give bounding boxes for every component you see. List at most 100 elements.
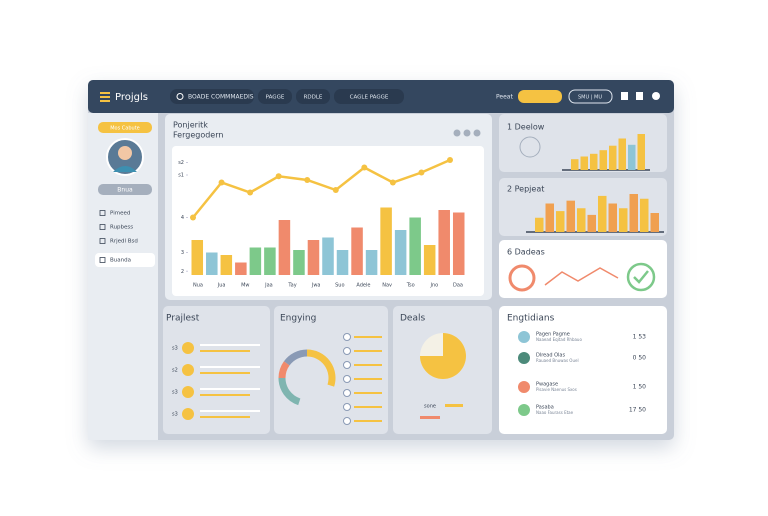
card xyxy=(499,240,667,298)
donut-segment xyxy=(283,349,308,366)
mini-bar xyxy=(571,159,579,170)
menu-icon[interactable] xyxy=(99,210,106,216)
card-title: Engtidians xyxy=(507,314,555,324)
row-label: s3 xyxy=(172,390,178,396)
menu-item[interactable]: Pimeed xyxy=(110,211,130,217)
card-icon xyxy=(519,136,541,158)
row-sub: Naao Faurass Etae xyxy=(536,410,574,415)
row-bar xyxy=(200,350,250,352)
tab[interactable] xyxy=(334,89,404,104)
card xyxy=(163,306,270,434)
donut-segment xyxy=(278,377,301,406)
card-title: 1 Deelow xyxy=(507,123,545,132)
row-bar xyxy=(200,388,260,390)
row-value: 1 53 xyxy=(633,334,647,341)
mini-bar xyxy=(609,145,617,170)
toggle[interactable] xyxy=(568,89,613,104)
tab[interactable] xyxy=(258,89,292,104)
icon[interactable] xyxy=(636,92,643,100)
line-point xyxy=(247,189,254,196)
row-sub: Pisavie Naenus Sxos xyxy=(536,387,577,392)
y-tick-label: s1 xyxy=(178,173,184,179)
menu-item[interactable]: Rrjedl Bsd xyxy=(110,239,138,245)
toggle-text: SMU | MU xyxy=(578,95,602,101)
row-bar xyxy=(200,344,260,346)
logo: Projgls xyxy=(115,92,148,103)
pie-slice xyxy=(420,333,466,379)
list-icon xyxy=(343,347,351,355)
card-title: Prajlest xyxy=(166,314,200,324)
bar xyxy=(307,240,320,275)
list-icon xyxy=(343,403,351,411)
list-bar xyxy=(354,336,382,338)
menu-icon xyxy=(100,96,110,98)
toggle-pill[interactable] xyxy=(518,90,562,103)
role-text: Bnua xyxy=(117,187,133,194)
menu-icon[interactable] xyxy=(99,238,106,244)
row-icon xyxy=(182,386,194,398)
mini-bar xyxy=(599,150,607,170)
bar xyxy=(235,262,247,275)
mini-bar xyxy=(637,134,645,170)
tab-label: CAGLE PAGGE xyxy=(350,95,389,101)
search-text: BOADE COMMMAEDIS xyxy=(188,94,254,101)
icon[interactable] xyxy=(621,92,628,100)
y-tick-label: s2 xyxy=(178,160,184,166)
list-bar xyxy=(354,350,382,352)
x-tick-label: Jno xyxy=(430,283,439,289)
row-sub: Naaead Eqitad Rhbauo xyxy=(536,337,582,342)
menu-icon[interactable] xyxy=(100,92,110,94)
list-bar xyxy=(354,378,382,380)
mini-bar xyxy=(618,138,626,170)
line-point xyxy=(332,187,339,193)
row-avatar xyxy=(518,381,530,393)
bar xyxy=(452,212,465,275)
y-tick-label: 3 xyxy=(181,250,184,256)
x-tick-label: Mw xyxy=(241,283,249,289)
bar xyxy=(264,247,276,275)
mini-bar xyxy=(628,144,636,170)
dot[interactable] xyxy=(453,129,461,137)
line-point xyxy=(218,179,225,186)
x-tick-label: Tay xyxy=(287,283,296,289)
row-sub: Rauaed Bnuwas Ouel xyxy=(536,358,579,363)
y-tick-label: 4 xyxy=(181,215,184,221)
tab-label: RDDLE xyxy=(304,95,323,101)
x-tick-label: Jua xyxy=(217,283,226,289)
line-point xyxy=(389,179,396,186)
donut-segment xyxy=(298,384,335,407)
list-bar xyxy=(354,392,382,394)
menu-icon[interactable] xyxy=(99,257,106,263)
menu-item[interactable]: Rupbess xyxy=(110,225,133,231)
list-icon xyxy=(343,375,351,383)
bar xyxy=(409,217,421,275)
menu-item[interactable]: Buanda xyxy=(110,258,131,264)
right-label: Peeat xyxy=(496,94,513,101)
trend-line xyxy=(544,267,619,286)
search[interactable] xyxy=(170,89,254,104)
dot[interactable] xyxy=(473,129,481,137)
mini-bar xyxy=(619,208,628,232)
bar xyxy=(191,240,204,275)
mini-bar xyxy=(640,198,649,232)
mini-bar xyxy=(580,156,588,170)
mini-bar xyxy=(535,217,544,232)
row-label: s2 xyxy=(172,368,178,374)
menu-icon[interactable] xyxy=(99,224,106,230)
chart-title: Ponjeritk xyxy=(173,121,208,130)
dot[interactable] xyxy=(463,129,471,137)
legend-text: sone xyxy=(424,404,436,410)
mini-bar xyxy=(556,211,565,232)
list-bar xyxy=(354,406,382,408)
bar xyxy=(351,227,363,275)
row-avatar xyxy=(518,331,530,343)
mini-bar xyxy=(587,214,596,232)
tab[interactable] xyxy=(296,89,330,104)
card-title: Deals xyxy=(400,314,425,324)
row-name: Pwagase xyxy=(536,382,558,388)
bar xyxy=(206,252,218,275)
list-icon xyxy=(343,417,351,425)
avatar-face xyxy=(118,146,132,160)
icon[interactable] xyxy=(652,92,660,100)
line-point xyxy=(304,177,311,183)
